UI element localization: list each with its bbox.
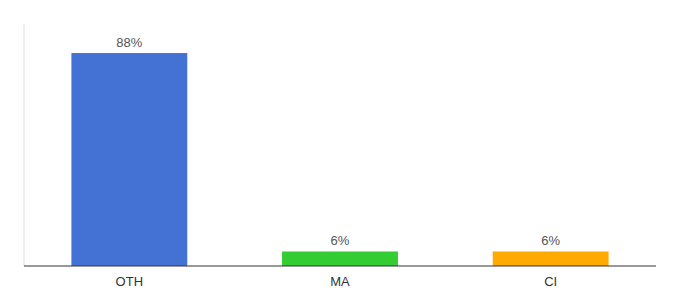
data-label: 6% (331, 233, 350, 248)
bar (282, 251, 398, 266)
bar (493, 251, 609, 266)
chart: 88% 6% 6% OTH MA CI (0, 0, 680, 300)
chart-container: 88% 6% 6% OTH MA CI (0, 0, 680, 300)
y-axis-line (24, 24, 25, 266)
bar (71, 53, 187, 266)
data-label: 6% (541, 233, 560, 248)
x-tick-label: OTH (116, 274, 143, 289)
bars (71, 53, 608, 266)
data-label: 88% (116, 35, 142, 50)
data-labels: 88% 6% 6% (116, 35, 560, 248)
x-tick-label: CI (544, 274, 557, 289)
x-tick-label: MA (330, 274, 350, 289)
x-axis-line (24, 266, 656, 267)
x-tick-labels: OTH MA CI (116, 274, 558, 289)
